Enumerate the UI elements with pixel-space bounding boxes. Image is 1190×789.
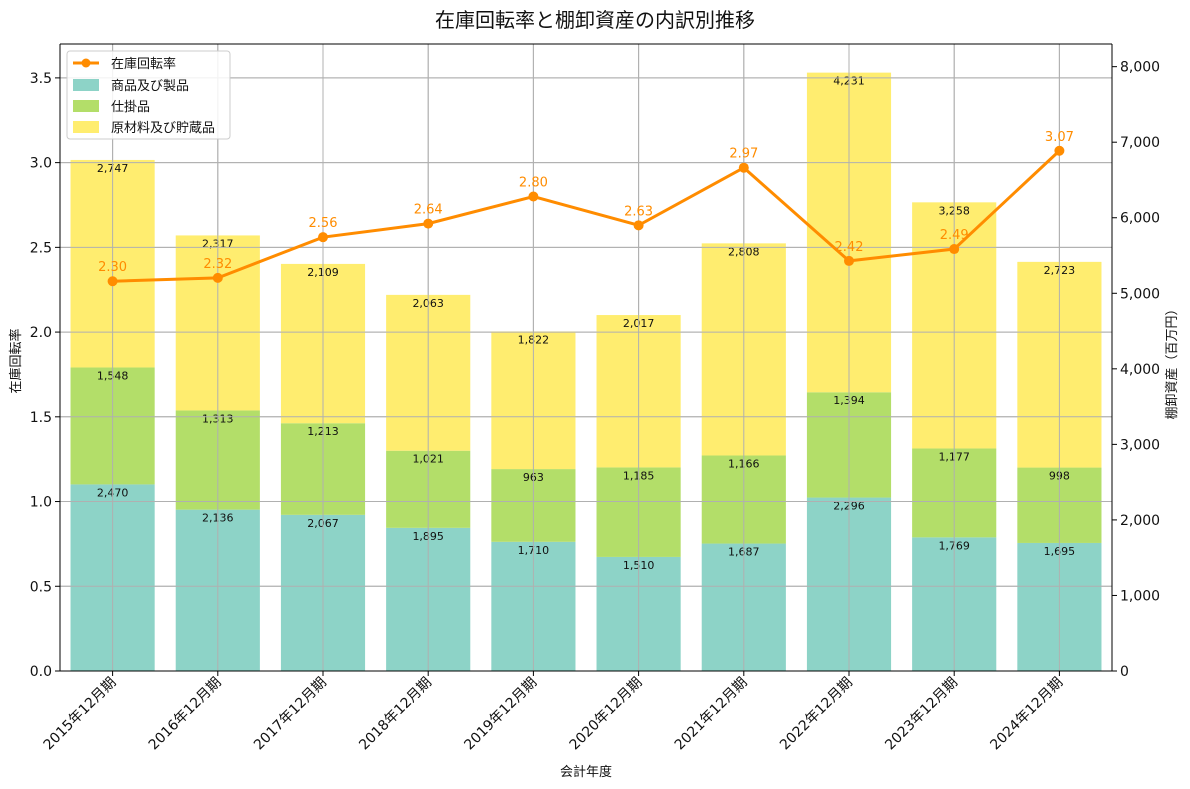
left-tick-label: 3.5	[30, 71, 52, 87]
turnover-point	[633, 220, 644, 231]
legend-swatch	[73, 100, 99, 112]
x-tick-label: 2022年12月期	[777, 675, 856, 754]
left-tick-label: 2.0	[30, 325, 52, 341]
turnover-point	[1054, 145, 1065, 156]
legend-label: 商品及び製品	[111, 79, 189, 94]
turnover-point	[844, 255, 854, 266]
turnover-value-label: 2.30	[98, 260, 127, 275]
right-tick-label: 0	[1120, 664, 1129, 680]
turnover-value-label: 2.80	[519, 176, 548, 191]
x-tick-label: 2018年12月期	[356, 675, 435, 754]
turnover-line-path	[112, 149, 1061, 283]
right-tick-label: 3,000	[1120, 437, 1160, 453]
x-tick-label: 2024年12月期	[987, 675, 1066, 754]
right-tick-label: 2,000	[1120, 513, 1160, 529]
left-tick-label: 1.5	[30, 410, 52, 426]
x-tick-label: 2021年12月期	[672, 675, 751, 754]
left-tick-label: 0.5	[30, 579, 52, 595]
x-tick-label: 2019年12月期	[461, 675, 540, 754]
x-tick-label: 2023年12月期	[882, 675, 961, 754]
right-tick-label: 6,000	[1120, 211, 1160, 227]
legend-label: 在庫回転率	[111, 56, 176, 72]
x-tick-label: 2020年12月期	[567, 675, 646, 754]
turnover-point	[949, 244, 960, 255]
turnover-point	[528, 191, 539, 202]
left-tick-label: 1.0	[30, 495, 52, 511]
legend-point-swatch	[81, 58, 91, 68]
turnover-value-label: 3.07	[1045, 130, 1074, 145]
turnover-point	[107, 276, 118, 287]
legend-label: 仕掛品	[111, 100, 150, 115]
chart-title: 在庫回転率と棚卸資産の内訳別推移	[435, 8, 755, 32]
right-tick-label: 8,000	[1120, 60, 1160, 76]
turnover-value-label: 2.64	[414, 203, 443, 218]
x-tick-label: 2017年12月期	[251, 675, 330, 754]
turnover-point	[212, 272, 223, 283]
left-tick-label: 2.5	[30, 240, 52, 256]
legend-label: 原材料及び貯蔵品	[111, 121, 215, 136]
turnover-value-label: 2.63	[624, 204, 653, 219]
x-axis-label: 会計年度	[560, 764, 612, 780]
turnover-value-label: 2.42	[835, 240, 864, 255]
turnover-value-label: 2.32	[203, 257, 232, 272]
legend-box	[66, 50, 231, 140]
turnover-value-label: 2.56	[309, 216, 338, 231]
x-tick-label: 2015年12月期	[41, 675, 120, 754]
right-tick-label: 5,000	[1120, 286, 1160, 302]
turnover-value-label: 2.97	[729, 147, 758, 162]
right-tick-label: 1,000	[1120, 588, 1160, 604]
turnover-point	[318, 232, 328, 243]
left-tick-label: 3.0	[30, 156, 52, 172]
right-tick-label: 7,000	[1120, 135, 1160, 151]
right-tick-label: 4,000	[1120, 362, 1160, 378]
turnover-point	[423, 218, 434, 229]
legend-swatch	[73, 79, 99, 91]
legend-swatch	[73, 121, 99, 133]
x-tick-label: 2016年12月期	[146, 675, 225, 754]
turnover-line: 2.30 2.32 2.56 2.64 2.80 2.63 2.97 2.42 2.49 3.07	[98, 130, 1074, 287]
left-tick-label: 0.0	[30, 664, 52, 680]
left-y-axis-label: 在庫回転率	[8, 328, 24, 393]
turnover-point	[738, 162, 749, 173]
right-y-axis-label: 棚卸資産（百万円）	[1164, 302, 1180, 419]
turnover-value-label: 2.49	[940, 228, 969, 243]
